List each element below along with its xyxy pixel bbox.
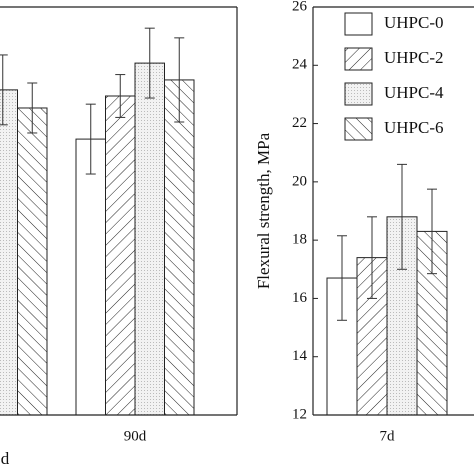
legend-label: UHPC-4 xyxy=(384,83,444,102)
y-tick-label: 22 xyxy=(292,115,307,131)
y-tick-label: 16 xyxy=(292,290,308,306)
bar xyxy=(75,138,106,416)
y-tick-label: 18 xyxy=(292,232,307,248)
error-bar xyxy=(427,188,437,275)
error-bar xyxy=(115,74,126,118)
y-tick-label: 20 xyxy=(292,173,307,189)
y-tick-label: 14 xyxy=(292,348,308,364)
legend-swatch xyxy=(344,12,373,36)
bar xyxy=(164,79,195,416)
legend-swatch xyxy=(344,117,373,141)
y-tick-label: 26 xyxy=(292,0,308,14)
error-bar xyxy=(144,27,155,99)
bar xyxy=(105,95,136,416)
bar xyxy=(0,89,18,416)
x-tick-label: 90d xyxy=(124,428,147,444)
legend-swatch xyxy=(344,82,373,106)
error-bar xyxy=(397,163,407,270)
error-bar xyxy=(85,103,96,175)
error-bar xyxy=(0,54,8,126)
bar xyxy=(17,107,48,416)
error-bar xyxy=(27,82,38,134)
y-tick-label: 24 xyxy=(292,57,308,73)
legend-label: UHPC-2 xyxy=(384,48,444,67)
bar xyxy=(134,62,165,416)
x-axis-title: d xyxy=(1,449,10,468)
legend-label: UHPC-0 xyxy=(384,13,444,32)
legend-label: UHPC-6 xyxy=(384,118,444,137)
error-bar xyxy=(174,37,185,123)
error-bar xyxy=(337,235,347,321)
y-axis-title: Flexural strength, MPa xyxy=(254,132,273,289)
x-tick-label: 7d xyxy=(380,428,396,444)
legend-swatch xyxy=(344,47,373,71)
y-tick-label: 12 xyxy=(292,406,307,422)
error-bar xyxy=(367,216,377,299)
